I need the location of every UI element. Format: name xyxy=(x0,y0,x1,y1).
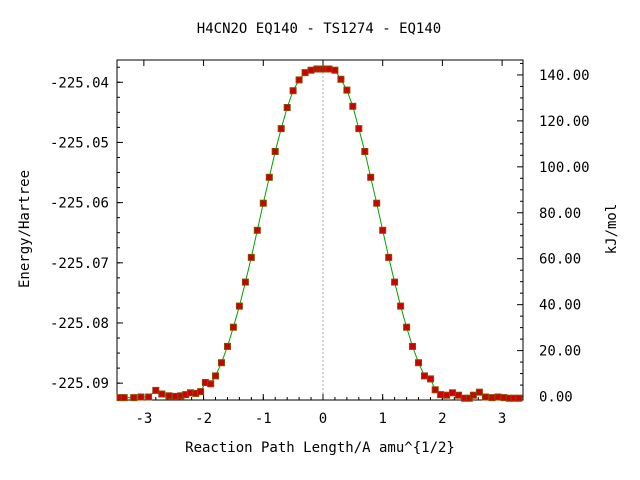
data-point xyxy=(488,394,496,402)
data-point xyxy=(207,380,215,388)
data-point xyxy=(197,388,205,396)
data-point xyxy=(224,342,231,350)
data-point xyxy=(218,359,225,367)
data-point xyxy=(253,226,261,234)
data-point xyxy=(158,390,166,398)
x-tick-label: -1 xyxy=(255,411,272,427)
data-point xyxy=(289,87,297,95)
energy-curve-line xyxy=(120,68,519,399)
y-tick-label: -225.08 xyxy=(50,316,109,332)
x-tick-label: 3 xyxy=(498,411,506,427)
data-point xyxy=(494,393,502,401)
data-point xyxy=(120,394,128,402)
chart-title: H4CN2O EQ140 - TS1274 - EQ140 xyxy=(197,21,441,37)
x-tick-label: 0 xyxy=(319,411,327,427)
data-point xyxy=(165,392,173,400)
y-axis-right: 0.00 20.00 40.00 60.00 80.00 100.00 120.00 140.… xyxy=(517,62,590,406)
data-point xyxy=(259,199,267,207)
y-tick-label: -225.04 xyxy=(50,75,109,91)
data-points xyxy=(116,65,523,402)
data-point xyxy=(443,391,451,399)
data-point xyxy=(277,125,285,133)
data-point xyxy=(343,86,351,94)
y2-axis-label: kJ/mol xyxy=(604,204,620,255)
data-point xyxy=(481,393,489,401)
x-tick-label: 1 xyxy=(378,411,386,427)
data-point xyxy=(295,76,303,84)
data-point xyxy=(515,394,523,402)
y-tick-label: -225.07 xyxy=(50,256,109,272)
data-point xyxy=(469,391,477,399)
data-point xyxy=(391,278,399,286)
data-point xyxy=(397,302,405,310)
y2-tick-label: 60.00 xyxy=(539,252,581,268)
data-point xyxy=(325,65,333,73)
y-axis-label: Energy/Hartree xyxy=(17,170,33,288)
x-axis: -3 -2 -1 0 1 2 3 xyxy=(119,60,515,427)
data-point xyxy=(415,359,422,367)
data-point xyxy=(337,75,345,83)
data-point xyxy=(301,69,309,77)
data-point xyxy=(247,253,255,261)
y2-tick-label: 120.00 xyxy=(539,114,590,130)
data-point xyxy=(283,104,291,111)
data-point xyxy=(229,323,237,331)
y-tick-label: -225.06 xyxy=(50,196,109,212)
data-point xyxy=(355,125,363,133)
data-point xyxy=(409,342,416,350)
y2-tick-label: 140.00 xyxy=(539,68,590,84)
data-point xyxy=(145,393,153,401)
x-tick-label: -3 xyxy=(135,411,152,427)
plot-frame xyxy=(116,59,524,401)
y2-tick-label: 0.00 xyxy=(539,390,573,406)
data-point xyxy=(235,302,243,310)
data-point xyxy=(241,278,249,286)
y-tick-label: -225.05 xyxy=(50,135,109,151)
data-point xyxy=(152,386,160,394)
x-tick-label: 2 xyxy=(438,411,446,427)
data-point xyxy=(437,391,445,399)
x-axis-label: Reaction Path Length/A amu^{1/2} xyxy=(185,440,455,456)
data-point xyxy=(331,66,339,74)
data-point xyxy=(385,253,393,261)
data-point xyxy=(307,66,315,74)
data-point xyxy=(421,372,428,380)
y-axis-left: -225.04 -225.05 -225.06 -225.07 -225.08 -225.… xyxy=(50,66,123,399)
data-point xyxy=(455,391,462,399)
data-point xyxy=(379,226,387,234)
y2-tick-label: 100.00 xyxy=(539,160,590,176)
data-point xyxy=(130,394,138,402)
data-point xyxy=(137,393,145,401)
data-point xyxy=(212,372,219,380)
data-point xyxy=(271,148,279,155)
data-point xyxy=(403,323,411,331)
data-point xyxy=(475,388,483,396)
x-tick-label: -2 xyxy=(195,411,212,427)
data-point xyxy=(427,375,434,383)
y2-tick-label: 20.00 xyxy=(539,344,581,360)
data-point xyxy=(431,386,439,394)
data-point xyxy=(373,199,381,207)
y2-tick-label: 80.00 xyxy=(539,206,581,222)
data-point xyxy=(367,173,375,181)
y2-tick-label: 40.00 xyxy=(539,298,581,314)
data-point xyxy=(349,102,357,110)
data-point xyxy=(449,389,456,397)
data-point xyxy=(265,173,273,181)
y-tick-label: -225.09 xyxy=(50,376,109,392)
data-point xyxy=(361,148,369,155)
